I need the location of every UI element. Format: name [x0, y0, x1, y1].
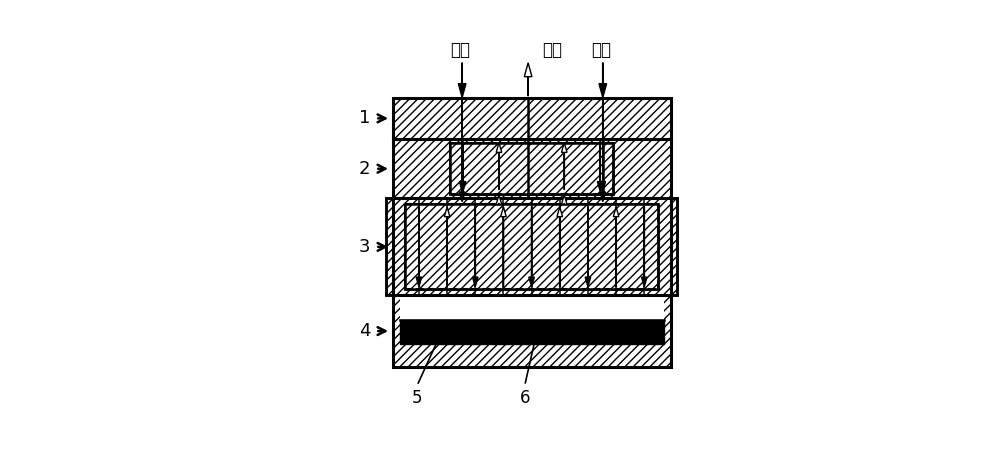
Text: 3: 3 — [359, 238, 370, 256]
FancyArrow shape — [561, 143, 567, 189]
Bar — [393, 295, 671, 367]
Bar — [386, 198, 677, 295]
Bar — [400, 295, 664, 320]
Bar — [450, 143, 613, 194]
FancyArrow shape — [557, 207, 563, 287]
Text: 5: 5 — [412, 389, 422, 407]
FancyArrow shape — [458, 63, 466, 97]
FancyArrow shape — [600, 192, 606, 202]
FancyArrow shape — [599, 63, 607, 97]
FancyArrow shape — [496, 195, 502, 204]
FancyArrow shape — [613, 207, 619, 287]
Bar — [393, 139, 671, 198]
FancyArrow shape — [460, 143, 466, 191]
FancyArrow shape — [529, 207, 534, 287]
FancyArrow shape — [524, 63, 532, 96]
FancyArrow shape — [496, 143, 502, 189]
FancyArrow shape — [641, 207, 647, 287]
FancyArrow shape — [585, 207, 591, 287]
Bar — [393, 97, 671, 139]
FancyArrow shape — [600, 99, 606, 191]
Text: 进口: 进口 — [450, 41, 470, 59]
Bar — [405, 204, 658, 289]
Text: 出口: 出口 — [542, 41, 562, 59]
FancyArrow shape — [444, 207, 450, 287]
Text: 6: 6 — [519, 389, 530, 407]
FancyArrow shape — [561, 195, 567, 204]
Bar — [393, 97, 671, 367]
Bar — [405, 204, 658, 289]
FancyArrow shape — [501, 207, 506, 287]
Bar — [450, 143, 613, 194]
FancyArrow shape — [472, 207, 478, 287]
Bar — [450, 143, 613, 194]
FancyArrow shape — [459, 99, 465, 191]
Bar — [405, 204, 658, 289]
Text: 4: 4 — [359, 322, 370, 340]
FancyArrow shape — [459, 192, 465, 202]
Text: 进口: 进口 — [591, 41, 611, 59]
Text: 2: 2 — [359, 160, 370, 178]
FancyArrow shape — [597, 143, 603, 191]
Bar — [400, 320, 664, 344]
Text: 1: 1 — [359, 109, 370, 127]
FancyArrow shape — [416, 207, 422, 287]
